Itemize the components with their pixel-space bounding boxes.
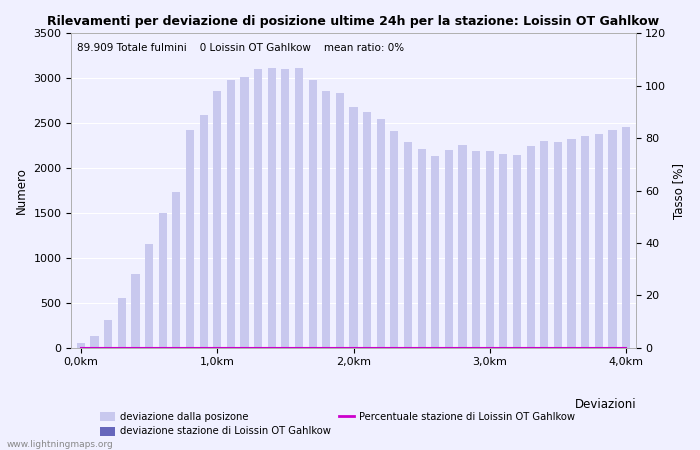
Bar [254,69,262,348]
Bar [213,91,221,348]
Bar [349,107,358,348]
Bar [568,139,575,348]
Bar [486,152,494,348]
Bar [159,213,167,348]
Bar [363,112,371,348]
Y-axis label: Tasso [%]: Tasso [%] [672,162,685,219]
Bar [104,320,112,348]
Bar [472,151,480,348]
Bar [581,136,589,348]
Title: Rilevamenti per deviazione di posizione ultime 24h per la stazione: Loissin OT G: Rilevamenti per deviazione di posizione … [48,15,659,28]
Bar [431,157,440,348]
Bar [77,343,85,348]
Bar [377,119,385,348]
Bar [186,130,194,348]
Bar [322,91,330,348]
Bar [540,141,548,348]
Bar [267,68,276,348]
Bar [404,142,412,348]
Bar [622,127,630,348]
Bar [172,192,181,348]
Bar [281,69,289,348]
Bar [499,154,508,348]
Text: Deviazioni: Deviazioni [575,398,637,411]
Bar [418,149,426,348]
Bar [458,145,467,348]
Bar [90,336,99,348]
Bar [513,155,521,348]
Bar [240,77,248,348]
Bar [336,93,344,348]
Bar [295,68,303,348]
Bar [554,142,562,348]
Bar [608,130,617,348]
Bar [444,150,453,348]
Bar [145,243,153,348]
Bar [227,80,235,348]
Bar [132,274,139,348]
Bar [391,131,398,348]
Bar [309,80,316,348]
Legend: deviazione dalla posizone, deviazione stazione di Loissin OT Gahlkow, Percentual: deviazione dalla posizone, deviazione st… [96,408,579,441]
Text: www.lightningmaps.org: www.lightningmaps.org [7,440,113,449]
Bar [118,298,126,348]
Y-axis label: Numero: Numero [15,167,28,214]
Bar [199,115,208,348]
Bar [526,146,535,348]
Bar [595,134,603,348]
Text: 89.909 Totale fulmini    0 Loissin OT Gahlkow    mean ratio: 0%: 89.909 Totale fulmini 0 Loissin OT Gahlk… [77,43,404,53]
